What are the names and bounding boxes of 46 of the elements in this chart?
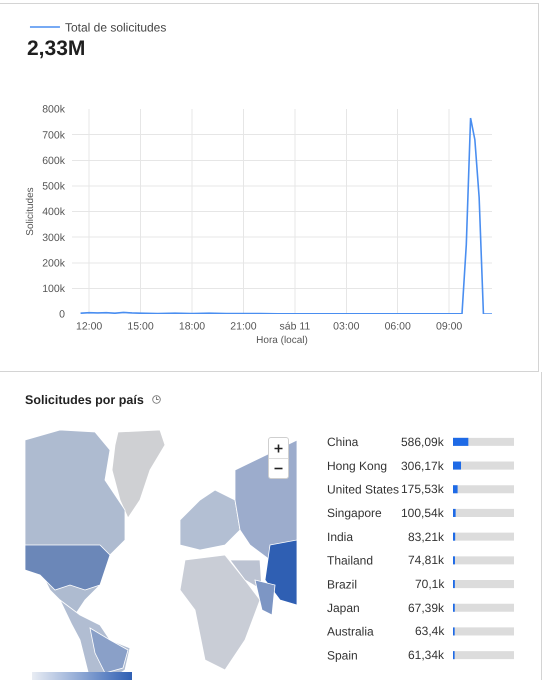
y-tick-label: Brazil [327, 577, 358, 592]
data-label: 70,1k [415, 577, 446, 591]
x-tick-label: 03:00 [333, 320, 360, 332]
data-label: 61,34k [408, 648, 446, 662]
bar [453, 438, 468, 446]
y-axis-title: Solicitudes [25, 187, 36, 236]
data-label: 100,54k [401, 506, 445, 520]
y-tick-label: 700k [42, 129, 66, 142]
y-tick-label: 0 [59, 308, 66, 321]
x-axis-title: Hora (local) [256, 335, 308, 346]
x-tick-label: 18:00 [178, 320, 206, 332]
y-tick-label: Australia [327, 624, 374, 639]
y-tick-label: Japan [327, 600, 360, 615]
bar [453, 485, 458, 494]
x-tick-label: 15:00 [127, 320, 154, 332]
x-tick-label: 06:00 [384, 320, 412, 332]
y-tick-label: India [327, 530, 354, 544]
y-tick-label: 400k [42, 206, 66, 218]
y-tick-label: 600k [42, 154, 66, 167]
data-label: 306,17k [401, 459, 445, 473]
text: 2,33M [27, 37, 86, 60]
y-tick-label: China [327, 435, 359, 450]
y-tick-label: 200k [42, 257, 66, 270]
y-tick-label: Hong Kong [327, 458, 388, 473]
y-tick-label: 300k [42, 232, 66, 244]
bar [453, 462, 462, 470]
y-tick-label: Thailand [327, 554, 374, 568]
y-tick-label: Singapore [327, 506, 382, 520]
y-tick-label: United States [327, 482, 400, 496]
x-tick-label: sáb 11 [279, 320, 310, 332]
y-tick-label: 800k [42, 104, 66, 116]
y-tick-label: 500k [42, 180, 66, 193]
data-label: 175,53k [401, 482, 445, 496]
y-tick-label: Spain [327, 648, 358, 662]
data-label: 586,09k [401, 435, 445, 449]
text: Solicitudes por país [25, 393, 144, 407]
data-label: 63,4k [415, 624, 446, 638]
y-tick-label: 100k [42, 283, 66, 296]
x-tick-label: 12:00 [76, 320, 102, 332]
x-tick-label: 09:00 [436, 320, 462, 332]
data-label: 83,21k [408, 530, 446, 544]
bar [453, 508, 456, 517]
data-label: 74,81k [408, 553, 446, 567]
legend-label: Total de solicitudes [64, 20, 166, 35]
data-label: 67,39k [408, 601, 446, 615]
x-tick-label: 21:00 [230, 320, 257, 332]
